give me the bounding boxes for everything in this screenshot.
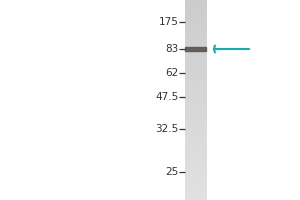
Text: 83: 83	[165, 44, 178, 54]
Text: 32.5: 32.5	[155, 124, 178, 134]
Bar	[184, 47, 206, 51]
Text: 47.5: 47.5	[155, 92, 178, 102]
Text: 175: 175	[159, 17, 178, 27]
Text: 62: 62	[165, 68, 178, 78]
Text: 25: 25	[165, 167, 178, 177]
